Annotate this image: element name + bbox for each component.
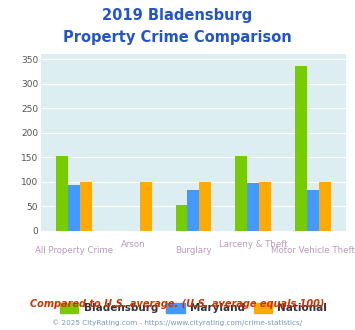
Legend: Bladensburg, Maryland, National: Bladensburg, Maryland, National [55, 299, 332, 317]
Bar [68, 185, 80, 231]
Bar [319, 182, 331, 231]
Text: © 2025 CityRating.com - https://www.cityrating.com/crime-statistics/: © 2025 CityRating.com - https://www.city… [53, 319, 302, 326]
Text: Property Crime Comparison: Property Crime Comparison [63, 30, 292, 45]
Bar [307, 190, 319, 231]
Bar [235, 156, 247, 231]
Bar [200, 182, 212, 231]
Bar [187, 190, 200, 231]
Bar [80, 182, 92, 231]
Text: All Property Crime: All Property Crime [35, 246, 113, 255]
Bar [295, 66, 307, 231]
Bar [56, 156, 68, 231]
Text: Arson: Arson [121, 240, 146, 249]
Text: Burglary: Burglary [175, 246, 212, 255]
Bar [259, 182, 271, 231]
Bar [140, 182, 152, 231]
Text: Larceny & Theft: Larceny & Theft [219, 240, 288, 249]
Text: 2019 Bladensburg: 2019 Bladensburg [102, 8, 253, 23]
Bar [175, 205, 187, 231]
Text: Compared to U.S. average. (U.S. average equals 100): Compared to U.S. average. (U.S. average … [30, 299, 325, 309]
Text: Motor Vehicle Theft: Motor Vehicle Theft [271, 246, 355, 255]
Bar [247, 183, 259, 231]
